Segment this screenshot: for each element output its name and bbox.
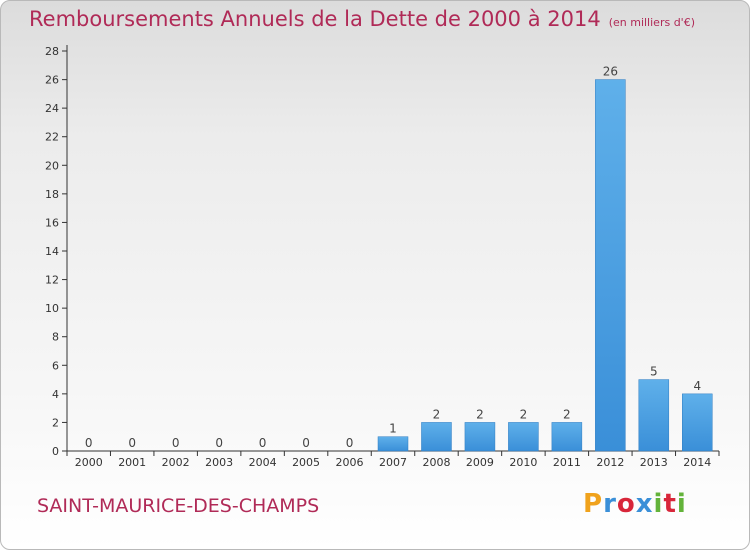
x-tick-label: 2010 — [509, 456, 537, 469]
value-label-2003: 0 — [215, 436, 223, 450]
value-label-2001: 0 — [128, 436, 136, 450]
logo-letter: i — [653, 489, 664, 519]
x-tick-label: 2011 — [553, 456, 581, 469]
x-tick-label: 2001 — [118, 456, 146, 469]
value-label-2000: 0 — [85, 436, 93, 450]
x-tick-label: 2007 — [379, 456, 407, 469]
x-tick-label: 2005 — [292, 456, 320, 469]
x-tick-label: 2013 — [640, 456, 668, 469]
logo-letter: i — [676, 489, 687, 519]
bars — [377, 79, 713, 452]
value-label-2012: 26 — [603, 65, 618, 79]
bar-2008 — [421, 422, 452, 452]
y-tick-label: 8 — [52, 331, 59, 344]
y-tick-label: 16 — [45, 216, 59, 229]
value-label-2013: 5 — [650, 365, 658, 379]
value-label-2004: 0 — [259, 436, 267, 450]
value-label-2011: 2 — [563, 407, 571, 421]
y-tick-label: 2 — [52, 416, 59, 429]
logo-letter: o — [616, 489, 636, 519]
y-tick-label: 4 — [52, 388, 59, 401]
value-label-2005: 0 — [302, 436, 310, 450]
y-tick-label: 18 — [45, 188, 59, 201]
bar-2009 — [464, 422, 496, 452]
y-tick-label: 12 — [45, 274, 59, 287]
x-tick-label: 2003 — [205, 456, 233, 469]
y-tick-label: 22 — [45, 131, 59, 144]
chart-unit: (en milliers d'€) — [608, 16, 695, 29]
y-tick-label: 0 — [52, 445, 59, 458]
value-label-2014: 4 — [693, 379, 701, 393]
chart-title: Remboursements Annuels de la Dette de 20… — [29, 7, 695, 31]
bar-2014 — [682, 393, 713, 452]
value-label-2007: 1 — [389, 422, 397, 436]
bar-2007 — [377, 436, 409, 452]
y-tick-label: 14 — [45, 245, 59, 258]
y-tick-label: 6 — [52, 359, 59, 372]
value-label-2010: 2 — [520, 407, 528, 421]
proxiti-logo[interactable]: Proxiti — [583, 489, 687, 519]
commune-name: SAINT-MAURICE-DES-CHAMPS — [37, 495, 320, 517]
logo-letter: r — [603, 489, 617, 519]
bar-2011 — [551, 422, 583, 452]
y-tick-label: 24 — [45, 102, 59, 115]
logo-letter: P — [583, 489, 604, 519]
value-label-2006: 0 — [346, 436, 354, 450]
value-label-2008: 2 — [433, 407, 441, 421]
bar-2012 — [595, 79, 626, 452]
value-label-2009: 2 — [476, 407, 484, 421]
chart-title-text: Remboursements Annuels de la Dette de 20… — [29, 7, 601, 31]
x-tick-label: 2008 — [422, 456, 450, 469]
y-tick-label: 28 — [45, 45, 59, 58]
x-tick-label: 2006 — [336, 456, 364, 469]
bar-2010 — [508, 422, 539, 452]
bar-2013 — [638, 379, 670, 452]
value-labels: 0 0 0 0 0 0 0 1 2 2 2 2 26 5 4 — [85, 65, 701, 450]
x-tick-label: 2014 — [683, 456, 711, 469]
x-tick-label: 2012 — [596, 456, 624, 469]
y-tick-label: 20 — [45, 159, 59, 172]
x-tick-label: 2000 — [75, 456, 103, 469]
value-label-2002: 0 — [172, 436, 180, 450]
y-tick-label: 10 — [45, 302, 59, 315]
y-tick-label: 26 — [45, 74, 59, 87]
x-tick-label: 2004 — [249, 456, 277, 469]
logo-letter: x — [635, 489, 654, 519]
x-tick-label: 2002 — [162, 456, 190, 469]
logo-letter: t — [663, 489, 677, 519]
x-tick-label: 2009 — [466, 456, 494, 469]
